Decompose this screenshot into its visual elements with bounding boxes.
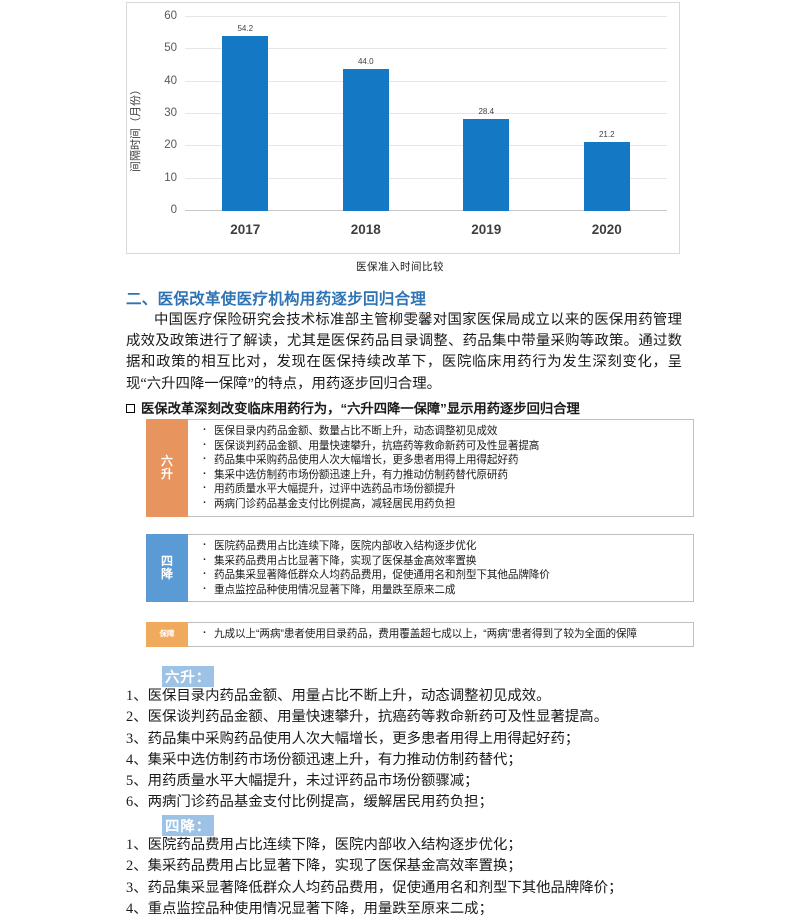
chart-x-tick: 2018 [350,222,381,237]
list-item: 两病门诊药品基金支付比例提高，减轻居民用药负担 [198,495,685,512]
numbered-list-six-rise: 1、医保目录内药品金额、用量占比不断上升，动态调整初见成效。 2、医保谈判药品金额… [126,686,692,814]
summary-block-items: 医院药品费用占比连续下降，医院内部收入结构逐步优化集采药品费用占比显著下降，实现… [188,534,694,603]
page-title: 二、医保改革使医疗机构用药逐步回归合理 [126,291,427,308]
chart-gridline: 30 [164,107,667,119]
summary-block-label: 六升 [146,419,188,517]
chart-plot-area: 0 10 20 30 40 50 60 54.2 44.0 28.4 21.2 [164,10,667,216]
list-title-six-rise: 六升： [162,666,215,687]
checkbox-icon [126,404,135,413]
list-item: 3、药品集中采购药品使用人次大幅增长，更多患者用得上用得起好药； [126,730,580,747]
list-item: 九成以上“两病”患者使用目录药品，费用覆盖超七成以上，“两病”患者得到了较为全面… [198,625,685,642]
chart-gridline: 20 [164,139,667,151]
list-item: 4、重点监控品种使用情况显著下降，用量跌至原来二成； [126,900,493,917]
body-paragraph: 中国医疗保险研究会技术标准部主管柳雯馨对国家医保局成立以来的医保用药管理成效及政… [126,312,682,392]
list-item: 1、医保目录内药品金额、用量占比不断上升，动态调整初见成效。 [126,688,551,704]
chart-bar: 44.0 [342,57,389,211]
checkbox-bullet-text: 医保改革深刻改变临床用药行为，“六升四降一保障”显示用药逐步回归合理 [141,401,580,416]
chart-bar-column: 28.4 [426,17,547,211]
list-item: 重点监控品种使用情况显著下降，用量跌至原来二成 [198,581,685,598]
chart-x-tick: 2017 [230,222,261,237]
summary-block-items: 医保目录内药品金额、数量占比不断上升，动态调整初见成效医保谈判药品金额、用量快速… [188,419,694,517]
summary-block: 保障九成以上“两病”患者使用目录药品，费用覆盖超七成以上，“两病”患者得到了较为… [146,622,694,647]
list-item: 医保谈判药品金额、用量快速攀升，抗癌药等救命新药可及性显著提高 [198,437,685,454]
list-item: 2、医保谈判药品金额、用量快速攀升，抗癌药等救命新药可及性显著提高。 [126,709,609,726]
chart-y-tick: 10 [164,171,177,184]
list-item: 集采中选仿制药市场份额迅速上升，有力推动仿制药替代原研药 [198,466,685,483]
list-item: 4、集采中选仿制药市场份额迅速上升，有力推动仿制药替代； [126,751,522,768]
chart-bar: 21.2 [583,130,630,211]
chart-bar-value-label: 44.0 [357,56,374,66]
chart-y-tick: 40 [164,74,177,87]
chart-bar: 54.2 [222,24,269,211]
chart-y-tick: 50 [164,42,177,55]
list-title-four-drop: 四降： [162,815,215,836]
chart-bars: 54.2 44.0 28.4 21.2 [185,17,667,211]
summary-block: 六升医保目录内药品金额、数量占比不断上升，动态调整初见成效医保谈判药品金额、用量… [146,419,694,517]
chart-bar-value-label: 21.2 [598,130,615,140]
summary-block-label: 保障 [146,622,188,647]
chart-bar-column: 21.2 [547,17,668,211]
list-item: 医保目录内药品金额、数量占比不断上升，动态调整初见成效 [198,422,685,439]
chart-bar-value-label: 28.4 [478,107,495,117]
chart-y-tick: 0 [170,204,177,216]
summary-block-items: 九成以上“两病”患者使用目录药品，费用覆盖超七成以上，“两病”患者得到了较为全面… [188,622,694,647]
chart-y-tick: 20 [164,139,177,152]
list-item: 用药质量水平大幅提升，过评中选药品市场份额提升 [198,480,685,497]
chart-gridline: 0 [171,204,667,216]
chart-y-tick: 60 [164,10,177,22]
list-item: 3、药品集采显著降低群众人均药品费用，促使通用名和剂型下其他品牌降价； [126,879,623,896]
chart-bar: 28.4 [463,107,510,211]
bar-chart: 间隔时间（月份） 0 10 20 30 40 50 60 54.2 44.0 28.4 21.2 … [126,2,680,254]
list-item: 医院药品费用占比连续下降，医院内部收入结构逐步优化 [198,537,685,554]
chart-bar-value-label: 54.2 [237,23,254,33]
list-item: 1、医院药品费用占比连续下降，医院内部收入结构逐步优化； [126,837,522,853]
checkbox-bullet-line: 医保改革深刻改变临床用药行为，“六升四降一保障”显示用药逐步回归合理 [126,398,692,417]
summary-block: 四降医院药品费用占比连续下降，医院内部收入结构逐步优化集采药品费用占比显著下降，… [146,534,694,603]
list-item: 5、用药质量水平大幅提升，未过评药品市场份额骤减； [126,773,479,790]
list-item: 集采药品费用占比显著下降，实现了医保基金高效率置换 [198,552,685,569]
chart-x-tick: 2019 [471,222,502,237]
chart-caption: 医保准入时间比较 [356,262,444,273]
list-item: 药品集采显著降低群众人均药品费用，促使通用名和剂型下其他品牌降价 [198,566,685,583]
chart-x-tick: 2020 [591,222,622,237]
chart-gridline: 50 [164,42,667,54]
numbered-list-four-drop: 1、医院药品费用占比连续下降，医院内部收入结构逐步优化； 2、集采药品费用占比显著… [126,835,692,920]
summary-block-label: 四降 [146,534,188,603]
chart-bar-column: 44.0 [306,17,427,211]
list-item: 6、两病门诊药品基金支付比例提高，缓解居民用药负担； [126,794,493,811]
list-item: 2、集采药品费用占比显著下降，实现了医保基金高效率置换； [126,858,522,875]
chart-gridline: 60 [164,10,667,22]
chart-y-tick: 30 [164,107,177,119]
list-item: 药品集中采购药品使用人次大幅增长，更多患者用得上用得起好药 [198,451,685,468]
chart-x-tick-labels: 2017 2018 2019 2020 [185,222,667,237]
chart-y-axis-label: 间隔时间（月份） [130,84,142,172]
chart-gridline: 40 [164,75,667,87]
chart-bar-column: 54.2 [185,17,306,211]
chart-gridline: 10 [164,172,667,184]
